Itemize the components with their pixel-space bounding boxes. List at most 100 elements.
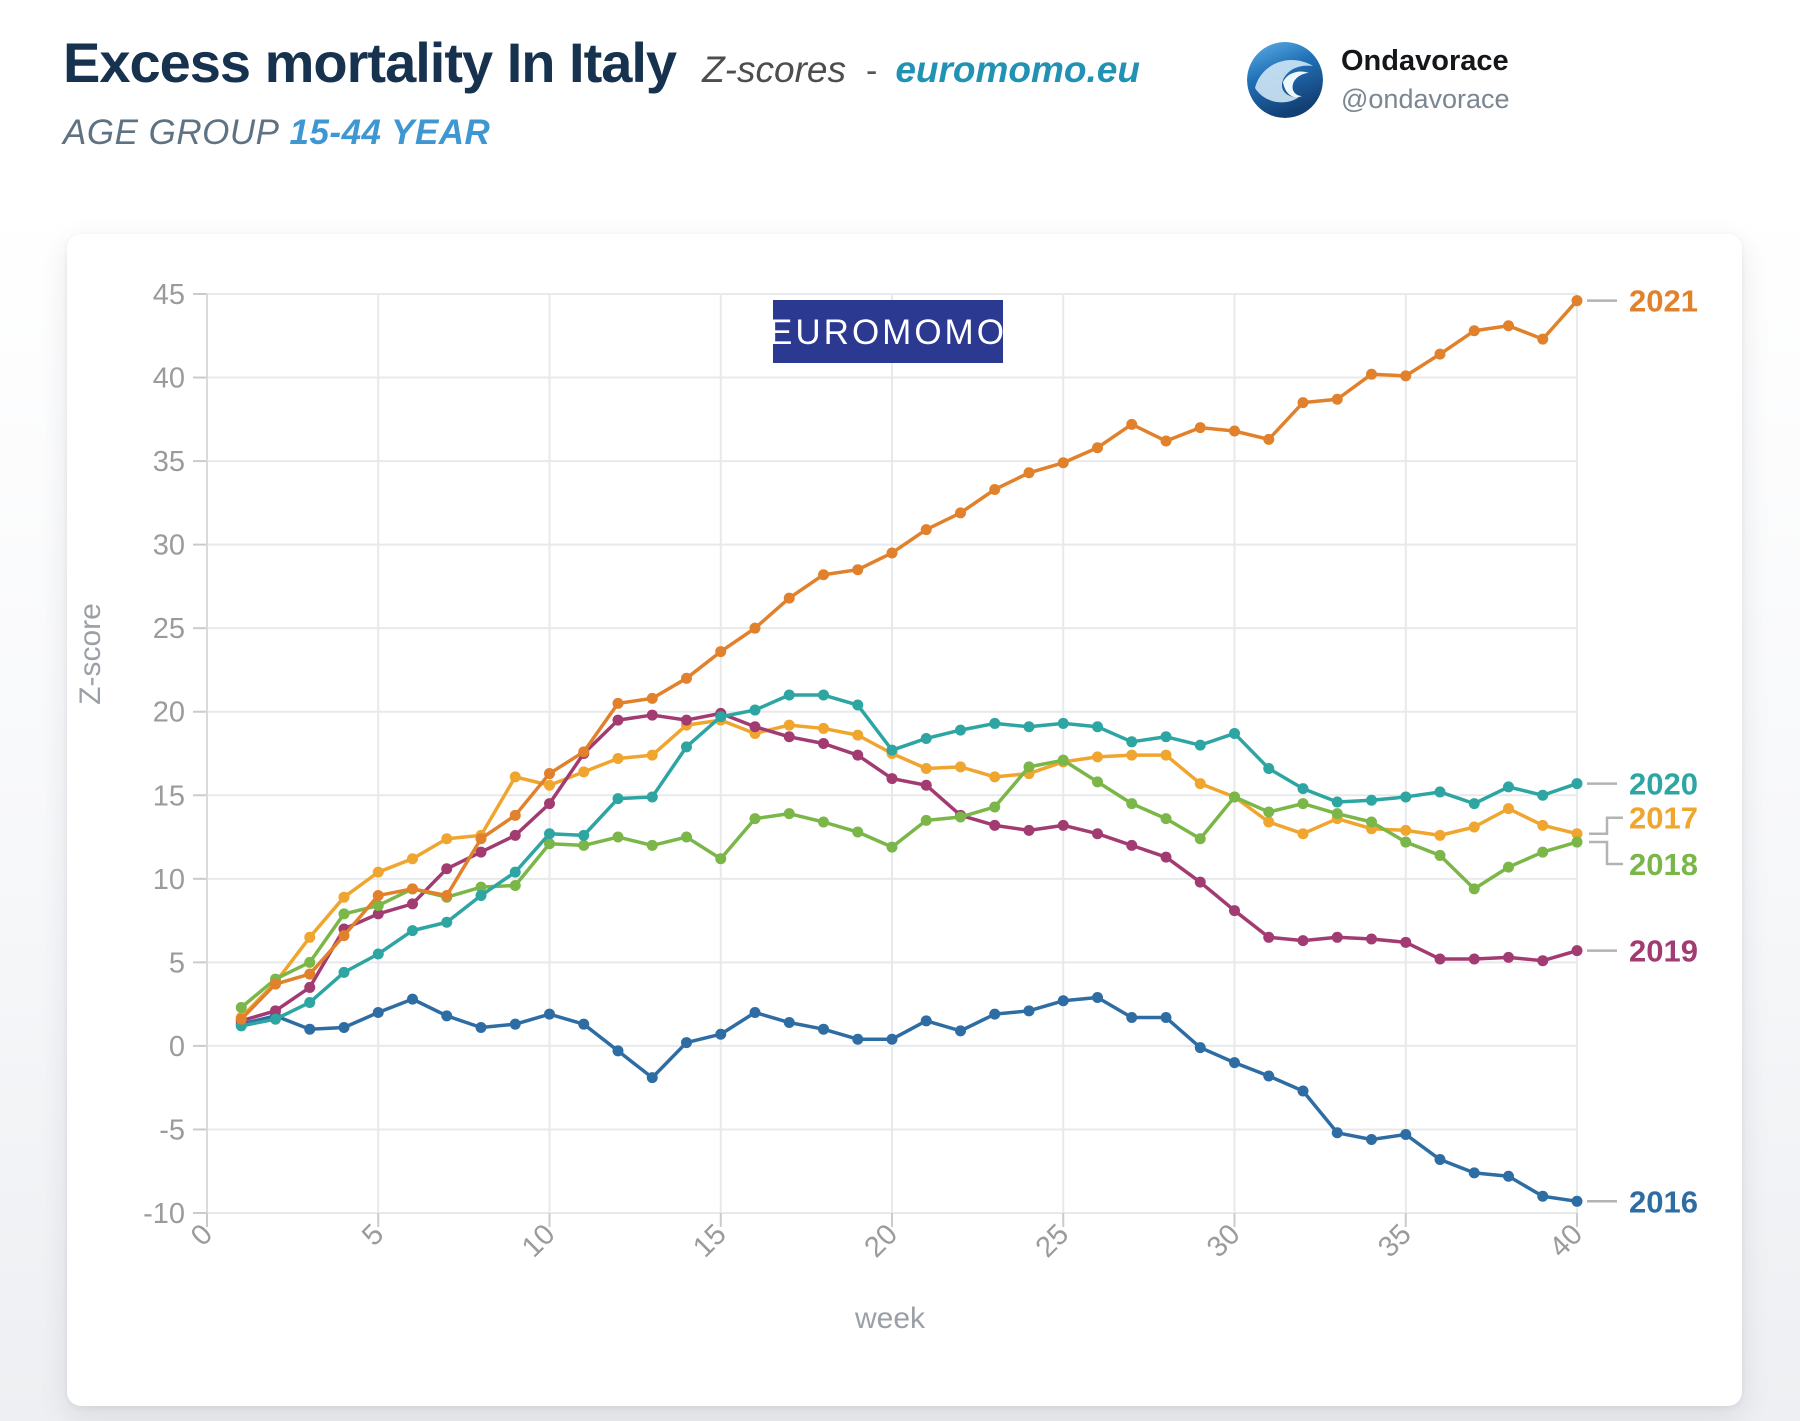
data-point-2020: [818, 689, 829, 701]
data-point-2018: [1092, 776, 1103, 788]
series-line-2020: [240, 693, 1578, 1028]
data-point-2020: [1297, 783, 1309, 795]
data-point-2016: [1537, 1190, 1549, 1202]
data-point-2017: [989, 771, 1001, 783]
data-point-2016: [989, 1008, 1001, 1020]
data-point-2018: [1194, 833, 1206, 845]
data-point-2016: [818, 1023, 829, 1035]
data-point-2017: [578, 766, 590, 778]
data-point-2020: [989, 717, 1001, 729]
data-point-2016: [886, 1033, 898, 1045]
data-point-2017: [920, 763, 932, 775]
data-point-2019: [818, 737, 829, 749]
data-point-2018: [235, 1001, 247, 1013]
data-point-2018: [544, 838, 555, 850]
data-point-2019: [509, 829, 521, 841]
data-point-2019: [1400, 936, 1412, 948]
x-tick-label: 20: [859, 1218, 904, 1263]
data-point-2019: [1503, 951, 1514, 963]
y-tick-label: 35: [153, 446, 185, 478]
avatar-wave-image: [1247, 42, 1323, 118]
data-point-2021: [1229, 425, 1240, 437]
data-point-2017: [1537, 819, 1549, 831]
data-point-2020: [1023, 721, 1035, 733]
data-point-2017: [509, 771, 521, 783]
data-point-2021: [304, 968, 316, 980]
data-point-2017: [818, 722, 829, 734]
data-point-2020: [749, 704, 761, 716]
data-point-2016: [1434, 1154, 1446, 1166]
data-point-2020: [681, 741, 692, 753]
data-point-2021: [1537, 333, 1549, 345]
data-point-2016: [407, 993, 418, 1005]
data-point-2018: [1571, 836, 1583, 848]
data-point-2016: [1366, 1133, 1377, 1145]
series-line-2016: [240, 995, 1578, 1204]
avatar[interactable]: [1247, 42, 1323, 118]
data-point-2016: [372, 1006, 384, 1018]
account-handle[interactable]: @ondavorace: [1341, 84, 1510, 114]
data-point-2016: [783, 1017, 795, 1029]
data-point-2021: [852, 564, 864, 576]
x-tick-label: 25: [1030, 1218, 1075, 1263]
age-group-value: 15-44 YEAR: [289, 113, 491, 152]
data-point-2021: [475, 833, 487, 845]
data-point-2019: [1229, 905, 1240, 917]
header: Excess mortality In Italy Z-scores - eur…: [63, 30, 1760, 153]
data-point-2016: [578, 1018, 590, 1030]
data-point-2018: [920, 814, 932, 826]
page-title: Excess mortality In Italy: [63, 31, 677, 94]
data-point-2019: [372, 908, 384, 920]
data-point-2021: [1092, 442, 1103, 454]
data-point-2016: [1092, 991, 1103, 1003]
data-point-2020: [852, 699, 864, 711]
data-point-2019: [783, 731, 795, 743]
series-end-label-2019: 2019: [1629, 934, 1698, 969]
data-point-2021: [920, 524, 932, 536]
data-point-2020: [372, 948, 384, 960]
series-end-label-2021: 2021: [1629, 284, 1698, 319]
data-point-2016: [646, 1072, 658, 1084]
data-point-2021: [1571, 295, 1583, 307]
data-point-2020: [441, 916, 453, 928]
x-tick-label: 40: [1544, 1218, 1589, 1263]
data-point-2019: [1468, 953, 1480, 965]
data-point-2017: [1468, 821, 1480, 833]
data-point-2021: [1160, 435, 1172, 447]
data-point-2016: [715, 1028, 727, 1040]
data-point-2020: [1571, 778, 1583, 790]
data-point-2019: [407, 898, 418, 910]
data-point-2016: [1263, 1070, 1275, 1082]
series-line-2021: [239, 299, 1579, 1021]
data-point-2018: [681, 831, 692, 843]
data-point-2020: [1331, 796, 1343, 808]
series-end-label-2020: 2020: [1629, 767, 1698, 802]
data-point-2019: [749, 721, 761, 733]
data-point-2021: [270, 978, 281, 990]
x-tick-label: 30: [1201, 1218, 1246, 1263]
data-point-2018: [1537, 846, 1549, 858]
x-tick-label: 35: [1372, 1218, 1417, 1263]
label-connector-2017: [1589, 816, 1623, 835]
data-point-2021: [681, 672, 692, 684]
account-block: Ondavorace @ondavorace: [1247, 42, 1510, 118]
data-point-2016: [509, 1018, 521, 1030]
data-point-2019: [1297, 935, 1309, 947]
data-point-2019: [1092, 828, 1103, 840]
data-point-2016: [1297, 1085, 1309, 1097]
account-name[interactable]: Ondavorace: [1341, 45, 1509, 77]
data-point-2017: [646, 749, 658, 761]
data-point-2018: [852, 826, 864, 838]
series-line-2018: [240, 758, 1578, 1009]
data-point-2018: [749, 813, 761, 825]
data-point-2018: [1057, 754, 1069, 766]
euromomo-link[interactable]: euromomo.eu: [895, 49, 1140, 90]
data-point-2021: [1194, 422, 1206, 434]
data-point-2018: [886, 841, 898, 853]
y-tick-label: 0: [169, 1031, 185, 1063]
data-point-2016: [1160, 1012, 1172, 1024]
data-point-2020: [304, 996, 316, 1008]
data-point-2019: [1434, 953, 1446, 965]
